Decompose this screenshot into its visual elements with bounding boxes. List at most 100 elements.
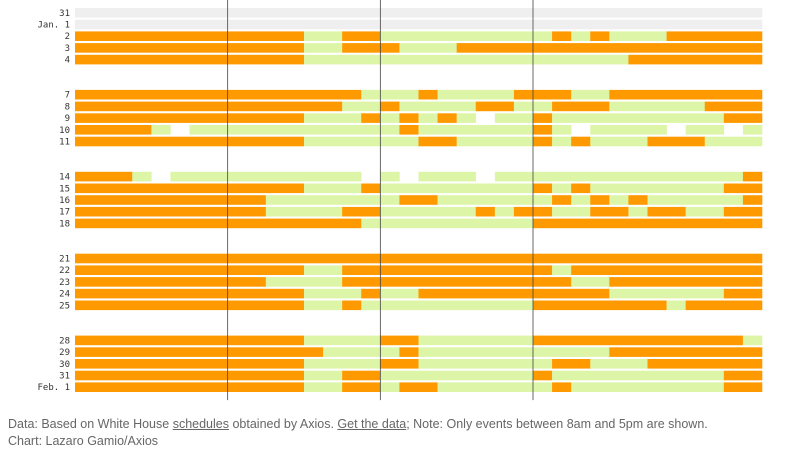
schedule-block (342, 277, 572, 287)
schedule-block (533, 125, 553, 135)
schedule-block (571, 382, 725, 392)
schedule-block (304, 359, 381, 369)
get-data-link[interactable]: Get the data (337, 417, 407, 431)
day-label: 7 (65, 91, 70, 101)
schedule-block (380, 183, 534, 194)
day-label: Feb. 1 (37, 383, 70, 393)
schedule-block (75, 136, 305, 147)
schedule-block (304, 183, 362, 194)
schedule-block (571, 265, 763, 275)
day-label: 21 (59, 255, 70, 265)
day-label: 14 (59, 173, 70, 183)
schedule-block (380, 359, 419, 369)
day-label: 28 (59, 336, 70, 346)
day-label: Jan. 1 (37, 21, 70, 31)
day-label: 25 (59, 301, 70, 311)
day-label: 31 (59, 9, 70, 19)
schedule-block (361, 300, 534, 311)
schedule-block (742, 125, 763, 135)
day-label: 15 (59, 184, 70, 194)
source-note: Data: Based on White House schedules obt… (8, 417, 708, 431)
schedule-block (609, 277, 763, 287)
schedule-block (75, 113, 305, 123)
schedule-block (494, 206, 515, 217)
schedule-block (628, 54, 763, 65)
schedule-block (380, 382, 400, 392)
schedule-block (437, 195, 553, 205)
schedule-block (437, 113, 457, 123)
schedule-block (75, 347, 324, 357)
schedule-block (552, 206, 591, 217)
schedule-block (590, 183, 725, 194)
hour-gridlines (227, 0, 534, 401)
day-label: 30 (59, 360, 70, 370)
schedule-block (418, 347, 610, 357)
schedule-block (533, 183, 553, 194)
schedule-block (456, 113, 477, 123)
schedule-block (533, 335, 744, 346)
schedule-block (380, 113, 400, 123)
schedule-block (304, 265, 343, 275)
schedule-block (437, 382, 553, 392)
schedule-block (75, 171, 133, 182)
schedule-block (75, 382, 305, 392)
schedule-block (590, 195, 610, 205)
schedule-block (75, 125, 152, 135)
schedule-block (704, 136, 763, 147)
day-label: 3 (65, 44, 70, 54)
day-label: 29 (59, 348, 70, 358)
schedule-block (380, 101, 400, 112)
schedule-block (75, 31, 305, 41)
schedule-block (75, 265, 305, 275)
schedule-block (304, 54, 629, 65)
schedule-block (399, 43, 457, 53)
schedule-block (75, 54, 305, 65)
schedule-block (75, 195, 267, 205)
schedules-link[interactable]: schedules (172, 417, 229, 431)
schedule-block (437, 89, 515, 100)
schedule-block (75, 8, 763, 18)
schedule-block (685, 125, 725, 135)
schedule-block (552, 370, 725, 381)
schedule-block (723, 382, 763, 392)
schedule-block (132, 171, 152, 182)
schedule-block (380, 370, 534, 381)
schedule-block (361, 218, 534, 229)
schedule-block (552, 136, 572, 147)
schedule-block (342, 382, 381, 392)
schedule-block (265, 277, 343, 287)
schedule-block (609, 288, 725, 299)
schedule-block (647, 195, 744, 205)
schedule-block (609, 101, 706, 112)
schedule-block (418, 89, 438, 100)
schedule-block (304, 136, 419, 147)
schedule-block (361, 89, 419, 100)
schedule-block (361, 183, 381, 194)
schedule-block (609, 195, 629, 205)
schedule-block (628, 195, 648, 205)
chart-notes: Data: Based on White House schedules obt… (8, 416, 708, 450)
schedule-block (265, 206, 343, 217)
schedule-block (723, 183, 763, 194)
schedule-block (552, 183, 572, 194)
schedule-block (304, 113, 362, 123)
schedule-block (513, 89, 572, 100)
schedule-block (151, 125, 171, 135)
schedule-block (723, 370, 763, 381)
day-label: 18 (59, 219, 70, 229)
schedule-block (75, 277, 267, 287)
schedule-block (647, 359, 763, 369)
schedule-block (265, 195, 400, 205)
schedule-block (552, 125, 572, 135)
schedule-block (304, 31, 343, 41)
schedule-block (742, 171, 763, 182)
schedule-block (533, 300, 667, 311)
schedule-block (552, 195, 572, 205)
schedule-block (418, 113, 438, 123)
schedule-block (75, 19, 763, 30)
schedule-block (418, 335, 534, 346)
schedule-block (552, 101, 610, 112)
schedule-block (533, 136, 553, 147)
day-label: 8 (65, 102, 70, 112)
